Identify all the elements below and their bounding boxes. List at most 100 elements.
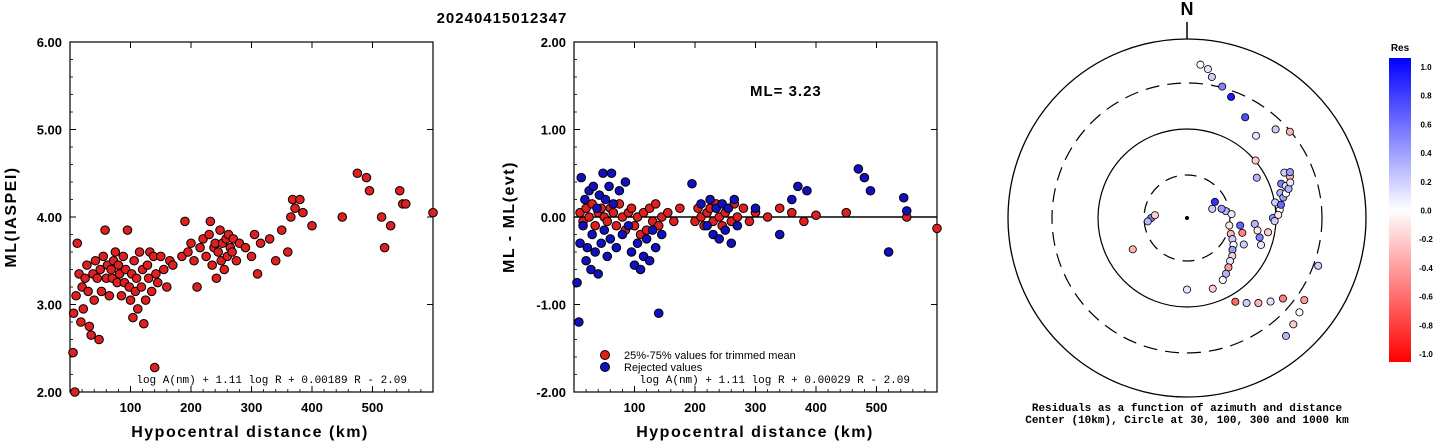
station-point [1217,204,1226,213]
data-point [139,318,149,329]
data-point [95,264,106,275]
data-point [932,223,942,234]
data-point [149,362,160,373]
colorbar-ticks: 1.0 0.8 0.6 0.4 0.2 0.0 -0.2 -0.4 -0.6 -0.8 -1.0 [1419,63,1433,359]
data-point [337,212,348,222]
data-point [687,178,697,189]
data-point [376,212,387,222]
legend: 25%-75% values for trimmed mean Rejected… [600,350,796,374]
station-point [1264,228,1273,237]
polar-caption-2: Center (10km), Circle at 30, 100, 300 an… [1025,415,1349,427]
ml-annotation: ML= 3.23 [750,83,822,100]
data-point [575,238,585,249]
north-label: N [1181,0,1194,19]
data-point [611,242,622,253]
data-points [68,168,438,397]
data-point [811,210,821,221]
data-point [592,203,602,214]
station-point [1242,299,1251,308]
data-point [86,330,96,340]
ml-vs-distance-panel: 100 200 300 400 500 2.00 3.00 4.00 5.00 6.00 ML(I… [3,35,438,441]
x-tick-label: 100 [624,400,646,415]
data-point [140,295,151,305]
data-point [598,168,608,179]
data-point [750,203,761,214]
data-point [580,194,590,205]
station-point [1128,245,1137,254]
data-point [793,181,803,192]
station-point [1210,197,1219,206]
data-point [578,220,588,231]
x-tick-label: 500 [362,400,384,415]
data-point [205,216,216,227]
data-point [626,203,637,214]
data-point [705,194,715,205]
station-point [1255,233,1264,242]
station-point [1276,200,1285,209]
figure-title: 20240415012347 [437,10,568,27]
data-point [576,172,587,183]
data-point [590,247,600,257]
data-point [270,255,281,266]
data-point [219,264,230,275]
data-point [158,264,169,275]
data-point [264,234,275,244]
data-point [118,251,129,262]
data-point [608,207,619,218]
data-point [307,220,317,231]
data-point [84,321,95,332]
station-point [1218,82,1227,91]
data-point [168,260,178,270]
data-point [720,225,731,235]
data-point [192,282,202,292]
data-point [572,277,582,288]
data-point [180,216,190,227]
data-point [853,164,864,174]
station-point [1196,60,1205,69]
data-point [662,207,673,218]
data-point [186,238,196,249]
x-axis-label: Hypocentral distance (km) [131,424,369,441]
station-point [1278,294,1287,303]
residual-colorbar: Res 1.0 0.8 0.6 0.4 0.2 0.0 -0.2 -0.4 -0.6 -0.8 -1… [1389,43,1433,362]
data-point [125,295,136,305]
data-point [635,264,646,275]
data-point [94,334,104,345]
data-point [379,242,390,253]
station-point [1231,297,1240,306]
data-point [428,207,438,218]
station-point [1285,127,1294,136]
station-point [1203,65,1212,74]
data-point [599,225,610,235]
data-point [590,220,600,231]
data-point [774,203,785,214]
data-point [841,207,852,218]
data-point [799,216,809,227]
data-point [110,247,121,257]
data-point [865,185,876,196]
station-point [1252,131,1261,140]
legend-marker-trimmed [600,350,610,360]
station-point [1208,204,1217,213]
y-tick-label: 0.00 [541,210,566,225]
data-point [584,212,594,222]
data-point [602,216,613,227]
station-point [1225,221,1234,230]
y-tick-label: 5.00 [37,123,62,138]
ml-residual-panel: 100 200 300 400 500 -2.00 -1.00 0.00 1.00 2.00 ML… [501,35,942,441]
data-point [802,185,812,196]
data-point [702,220,712,231]
data-point [729,194,740,205]
x-tick-label: 200 [180,400,202,415]
colorbar-tick-label: -0.4 [1419,264,1433,273]
data-point [295,194,305,205]
azimuth-residual-panel: N Residuals as a function of azimuth and… [1007,0,1367,427]
data-point [201,251,211,262]
colorbar-tick-label: -0.8 [1419,321,1433,330]
data-point [762,212,773,222]
colorbar-tick-label: -1.0 [1419,350,1433,359]
data-point [276,225,287,235]
data-point [204,229,214,240]
data-point [240,242,251,253]
data-point [574,317,584,327]
